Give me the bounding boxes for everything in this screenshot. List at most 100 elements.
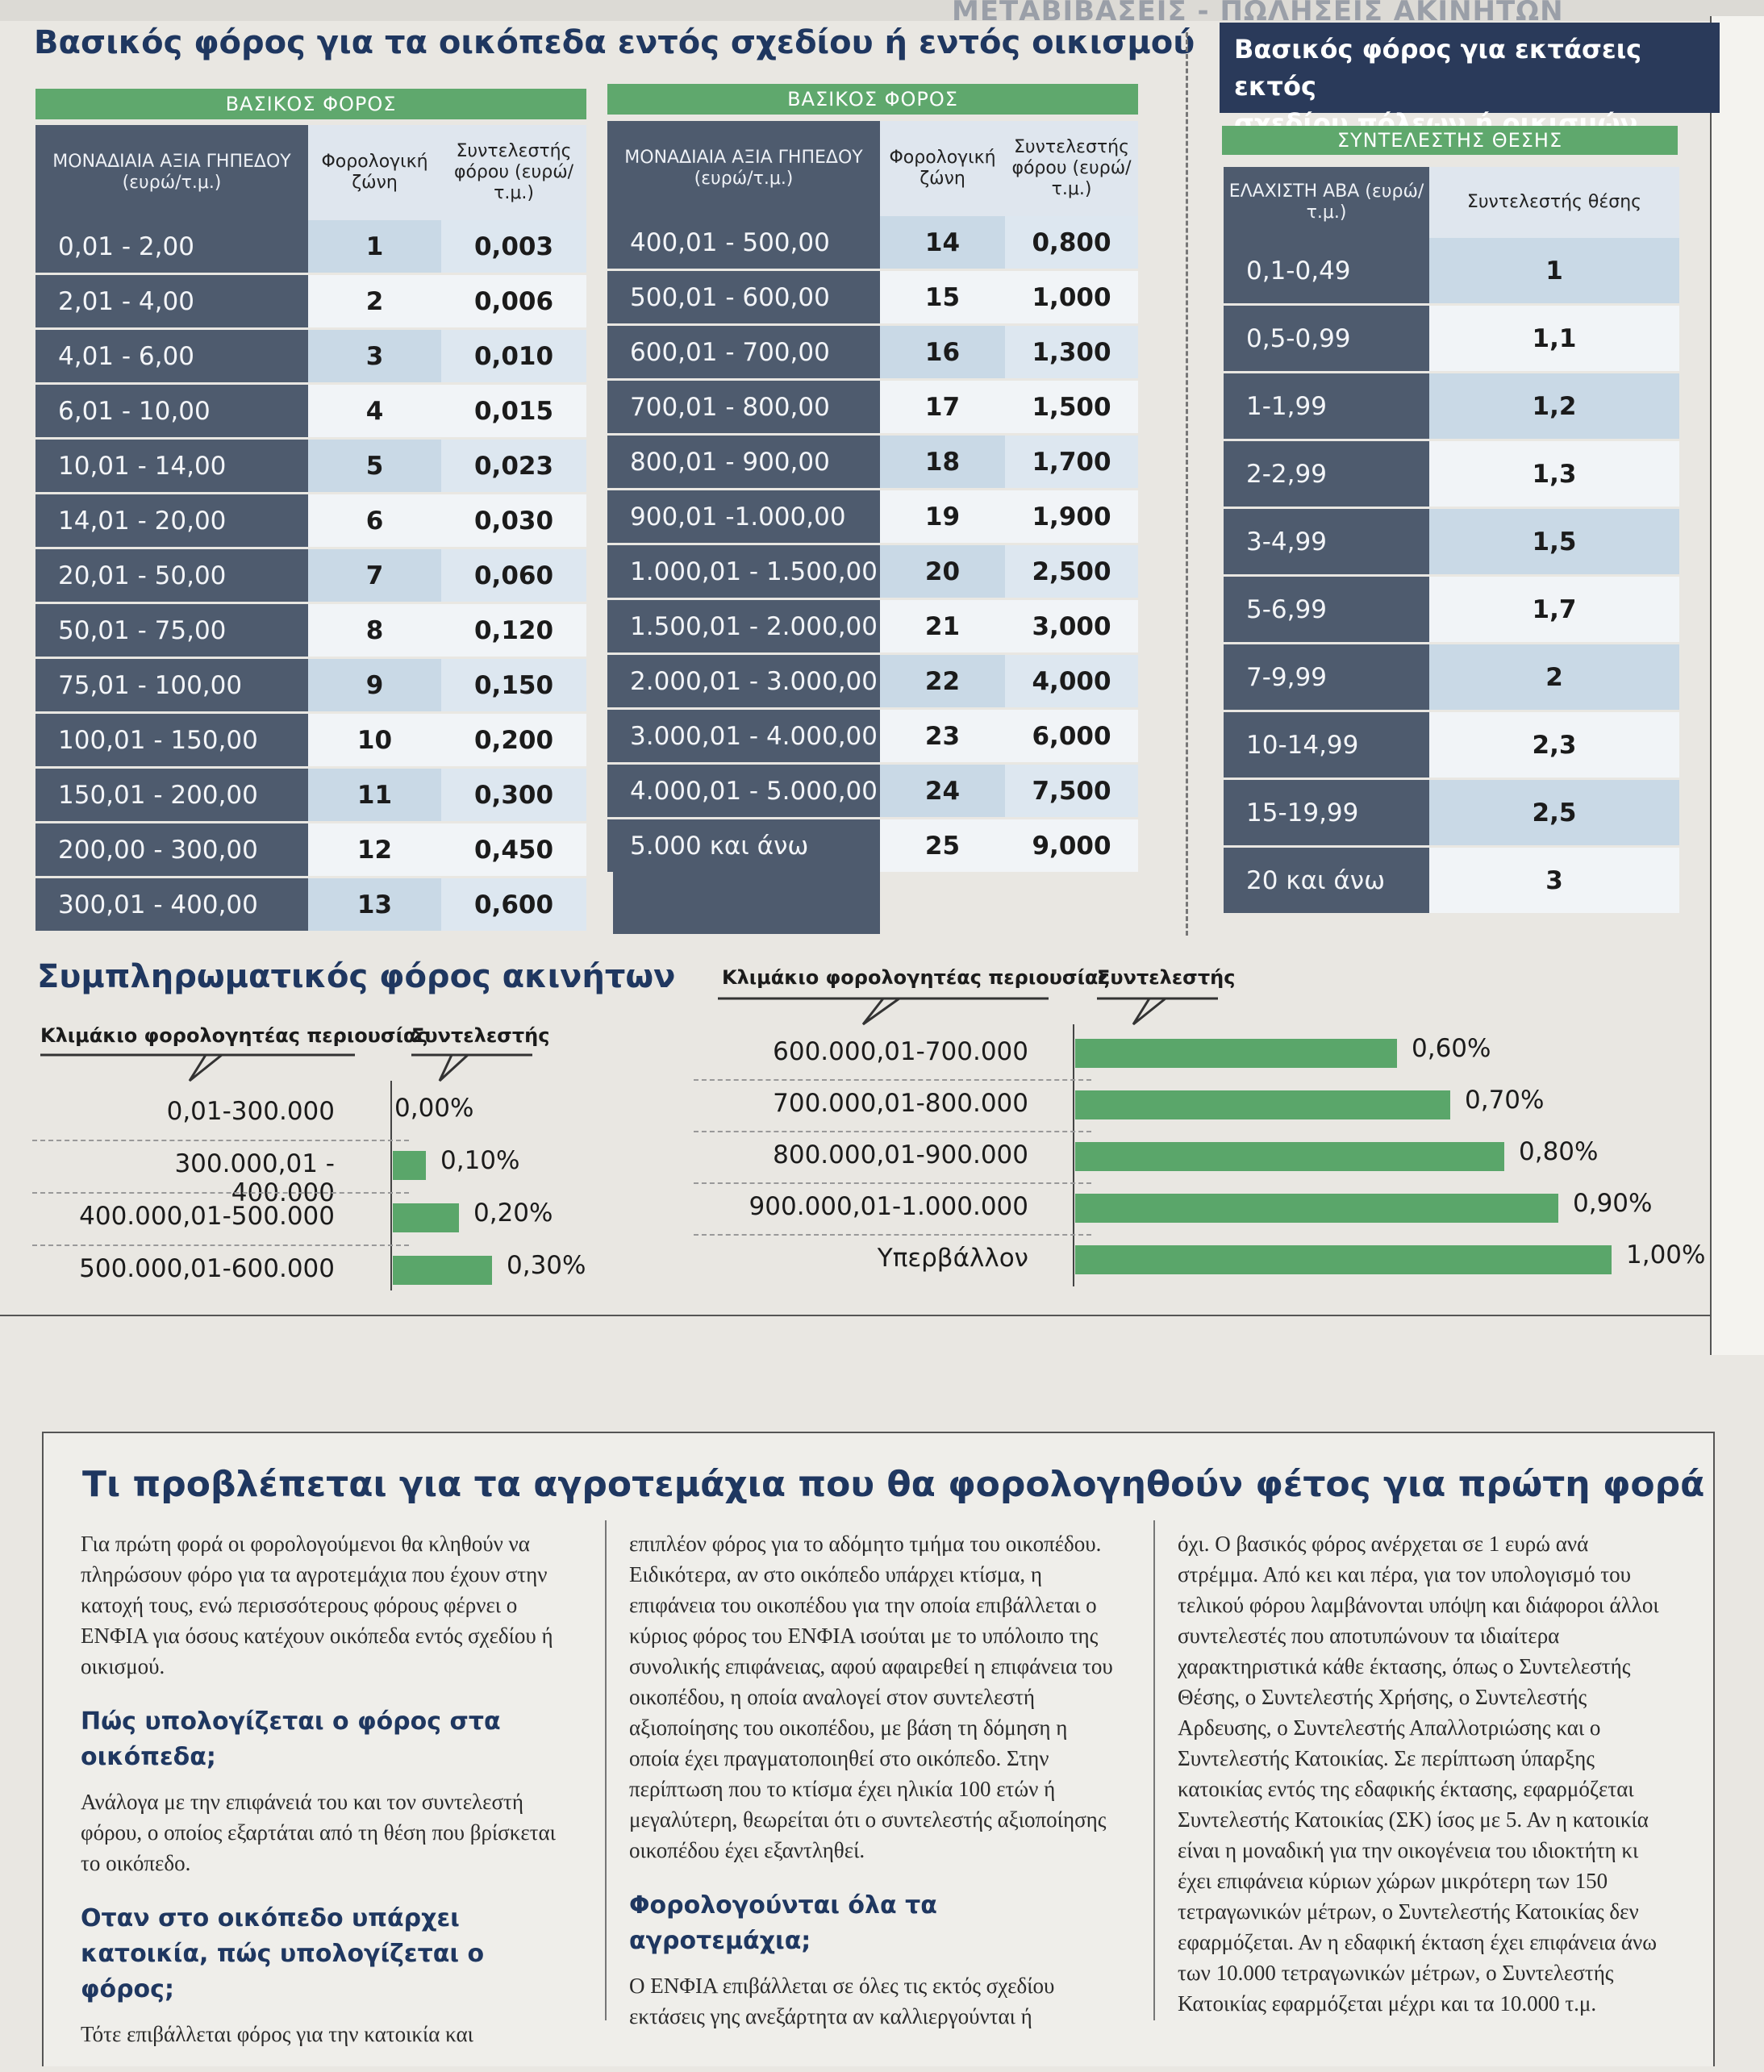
value-range-cell: 6,01 - 10,00: [35, 383, 308, 440]
rate-bar: [1075, 1039, 1397, 1068]
min-value-range-cell: 0,5-0,99: [1224, 304, 1429, 373]
rate-value-label: 1,00%: [1626, 1240, 1706, 1269]
table-row: 800,01 - 900,00 18 1,700: [607, 434, 1138, 490]
tax-rate-cell: 1,700: [1005, 434, 1138, 490]
table-row: 300,01 - 400,00 13 0,600: [35, 877, 586, 933]
rate-value-label: 0,80%: [1519, 1137, 1599, 1166]
value-range-cell: 5.000 και άνω: [607, 818, 880, 874]
col-header-position-coef: Συντελεστής θέσης: [1429, 167, 1679, 238]
article-paragraph: Τότε επιβάλλεται φόρος για την κατοικία …: [81, 2022, 473, 2046]
min-value-range-cell: 15-19,99: [1224, 778, 1429, 848]
rate-value-label: 0,30%: [507, 1251, 586, 1280]
value-range-cell: 10,01 - 14,00: [35, 438, 308, 494]
header-strip: ΜΕΤΑΒΙΒΑΣΕΙΣ - ΠΩΛΗΣΕΙΣ ΑΚΙΝΗΤΩΝ: [0, 0, 1764, 27]
right-edge-strip: [1710, 16, 1764, 1355]
table-row: 0,1-0,49 1: [1224, 238, 1679, 306]
article-paragraph: επιπλέον φόρος για το αδόμητο τμήμα του …: [629, 1532, 1113, 1862]
tax-rate-cell: 0,010: [441, 328, 586, 385]
position-coef-cell: 1,1: [1429, 304, 1679, 373]
left-bracket-header: Κλιμάκιο φορολογητέας περιουσίας: [40, 1024, 428, 1047]
article-column-2: επιπλέον φόρος για το αδόμητο τμήμα του …: [629, 1528, 1113, 2054]
rate-bar: [393, 1151, 426, 1180]
table-row: 100,01 - 150,00 10 0,200: [35, 712, 586, 769]
rate-bar: [1075, 1245, 1612, 1274]
position-coef-cell: 1,5: [1429, 507, 1679, 577]
col-header-rate: Συντελεστής φόρου (ευρώ/τ.μ.): [1005, 121, 1138, 216]
tax-zone-cell: 10: [308, 712, 441, 769]
tax-zone-cell: 15: [880, 269, 1005, 326]
position-coef-cell: 1,7: [1429, 575, 1679, 644]
tax-rate-cell: 0,003: [441, 220, 586, 275]
bracket-label: 600.000,01-700.000: [773, 1037, 1028, 1066]
tax-rate-cell: 0,150: [441, 657, 586, 714]
column-separator: [1153, 1520, 1155, 2020]
column-separator: [605, 1520, 607, 2020]
tax-zone-cell: 14: [880, 216, 1005, 271]
article-column-1: Για πρώτη φορά οι φορολογούμενοι θα κληθ…: [81, 1528, 565, 2072]
left-rate-header: Συντελεστής: [411, 1024, 550, 1047]
bracket-label: 900.000,01-1.000.000: [749, 1192, 1028, 1221]
table-row: 20 και άνω 3: [1224, 846, 1679, 915]
in-plan-table-2: ΜΟΝΑΔΙΑΙΑ ΑΞΙΑ ΓΗΠΕΔΟΥ (ευρώ/τ.μ.) Φορολ…: [607, 121, 1138, 874]
row-divider: [694, 1234, 1091, 1236]
position-coef-cell: 1,2: [1429, 372, 1679, 441]
article-subheading: Φορολογούνται όλα τα αγροτεμάχια;: [629, 1891, 937, 1955]
value-range-cell: 4,01 - 6,00: [35, 328, 308, 385]
row-divider: [694, 1182, 1091, 1184]
article-paragraph: Ο ΕΝΦΙΑ επιβάλλεται σε όλες τις εκτός σχ…: [629, 1974, 1055, 2028]
table-row: 1-1,99 1,2: [1224, 372, 1679, 441]
tax-rate-cell: 0,800: [1005, 216, 1138, 271]
row-divider: [694, 1079, 1091, 1081]
tax-rate-cell: 3,000: [1005, 598, 1138, 655]
value-range-cell: 150,01 - 200,00: [35, 767, 308, 823]
table-row: 2-2,99 1,3: [1224, 440, 1679, 509]
value-range-cell: 300,01 - 400,00: [35, 877, 308, 933]
tax-rate-cell: 1,300: [1005, 324, 1138, 381]
out-plan-title-box: Βασικός φόρος για εκτάσεις εκτός σχεδίου…: [1220, 23, 1720, 139]
tax-zone-cell: 11: [308, 767, 441, 823]
table-row: 200,00 - 300,00 12 0,450: [35, 822, 586, 878]
value-range-cell: 900,01 -1.000,00: [607, 489, 880, 545]
tax-rate-cell: 1,500: [1005, 379, 1138, 436]
tax-zone-cell: 24: [880, 763, 1005, 819]
table-row: 75,01 - 100,00 9 0,150: [35, 657, 586, 714]
bracket-label: 0,01-300.000: [166, 1097, 335, 1126]
table-row: 10,01 - 14,00 5 0,023: [35, 438, 586, 494]
value-range-cell: 700,01 - 800,00: [607, 379, 880, 436]
table-row: 0,5-0,99 1,1: [1224, 304, 1679, 373]
min-value-range-cell: 1-1,99: [1224, 372, 1429, 441]
right-rate-header: Συντελεστής: [1097, 966, 1236, 989]
rate-bar: [1075, 1194, 1558, 1223]
article-paragraph: όχι. Ο βασικός φόρος ανέρχεται σε 1 ευρώ…: [1178, 1532, 1659, 2016]
position-coef-cell: 2,5: [1429, 778, 1679, 848]
value-range-cell: 100,01 - 150,00: [35, 712, 308, 769]
tax-zone-cell: 16: [880, 324, 1005, 381]
tax-rate-cell: 0,023: [441, 438, 586, 494]
value-range-cell: 800,01 - 900,00: [607, 434, 880, 490]
rate-bar: [1075, 1142, 1504, 1171]
article-subheading: Οταν στο οικόπεδο υπάρχει κατοικία, πώς …: [81, 1904, 485, 2003]
min-value-range-cell: 10-14,99: [1224, 711, 1429, 780]
in-plan-table-1: ΜΟΝΑΔΙΑΙΑ ΑΞΙΑ ΓΗΠΕΔΟΥ (ευρώ/τ.μ.) Φορολ…: [35, 125, 586, 933]
position-coef-cell: 2: [1429, 643, 1679, 712]
min-value-range-cell: 0,1-0,49: [1224, 238, 1429, 306]
tax-rate-cell: 0,300: [441, 767, 586, 823]
tax-zone-cell: 7: [308, 548, 441, 604]
value-range-cell: 0,01 - 2,00: [35, 220, 308, 275]
value-range-cell: 4.000,01 - 5.000,00: [607, 763, 880, 819]
position-coef-cell: 1: [1429, 238, 1679, 306]
article-paragraph: Για πρώτη φορά οι φορολογούμενοι θα κληθ…: [81, 1532, 553, 1678]
value-range-cell: 2.000,01 - 3.000,00: [607, 653, 880, 710]
right-header-bracket-lines: [718, 997, 1218, 1026]
col-header-zone: Φορολογική ζώνη: [308, 125, 441, 220]
article-box: Τι προβλέπεται για τα αγροτεμάχια που θα…: [42, 1432, 1715, 2066]
col-header-min-value: ΕΛΑΧΙΣΤΗ ΑΒΑ (ευρώ/τ.μ.): [1224, 167, 1429, 238]
right-axis-line: [1073, 1024, 1074, 1286]
value-range-cell: 200,00 - 300,00: [35, 822, 308, 878]
value-range-cell: 600,01 - 700,00: [607, 324, 880, 381]
section-divider: [1186, 32, 1188, 936]
min-value-range-cell: 5-6,99: [1224, 575, 1429, 644]
table-row: 20,01 - 50,00 7 0,060: [35, 548, 586, 604]
bracket-label: Υπερβάλλον: [877, 1244, 1028, 1273]
tax-zone-cell: 6: [308, 493, 441, 549]
